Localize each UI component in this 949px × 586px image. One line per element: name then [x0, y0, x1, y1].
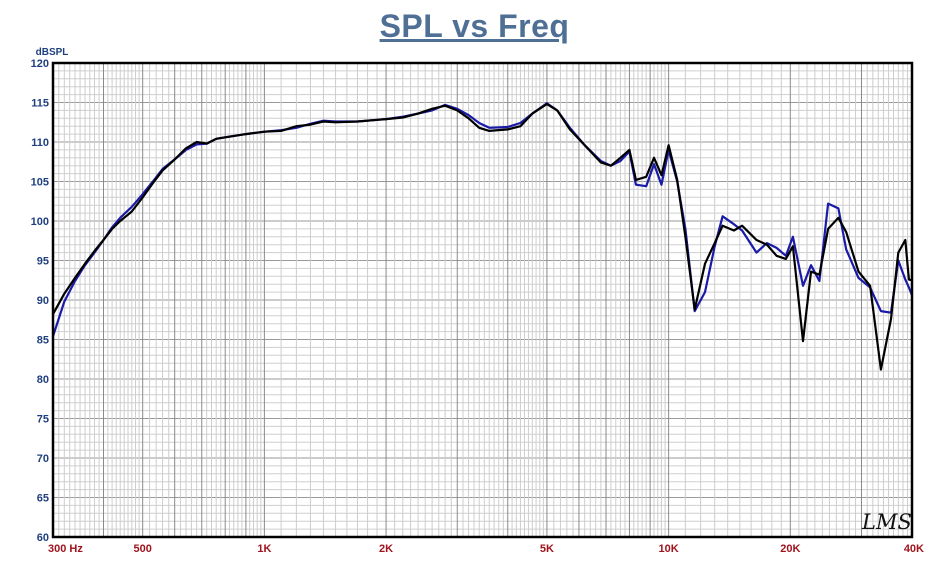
x-tick-label: 20K	[780, 543, 800, 555]
y-tick-label: 100	[31, 216, 49, 228]
x-tick-label: 1K	[257, 543, 271, 555]
chart-title: SPL vs Freq	[379, 8, 570, 44]
plot-frame	[51, 61, 914, 539]
black-series-line	[52, 103, 913, 371]
grid	[52, 62, 913, 538]
x-tick-label: 2K	[379, 543, 393, 555]
y-tick-label: 75	[37, 414, 49, 426]
y-tick-label: 85	[37, 335, 49, 347]
y-axis-ticks: 60 65 70 75 80 85 90 95 100 105 110 115 120	[31, 58, 49, 544]
y-tick-label: 90	[37, 295, 49, 307]
lms-logo: LMS	[861, 510, 912, 534]
y-tick-label: 70	[37, 453, 49, 465]
y-tick-label: 80	[37, 374, 49, 386]
y-tick-label: 60	[37, 532, 49, 544]
y-tick-label: 95	[37, 256, 49, 268]
y-tick-label: 110	[31, 137, 49, 149]
y-tick-label: 120	[31, 58, 49, 70]
y-axis-label: dBSPL	[36, 47, 69, 58]
blue-series-line	[51, 102, 914, 337]
x-tick-label: 500	[134, 543, 152, 555]
series-group	[51, 102, 914, 371]
x-axis-ticks: 300 Hz 500 1K 2K 5K 10K 20K 40K	[48, 543, 924, 555]
x-tick-label: 40K	[904, 543, 924, 555]
y-tick-label: 115	[31, 98, 49, 110]
x-tick-label: 5K	[540, 543, 554, 555]
y-tick-label: 105	[31, 177, 49, 189]
x-tick-label: 10K	[659, 543, 679, 555]
y-tick-label: 65	[37, 493, 49, 505]
x-tick-label: 300 Hz	[48, 543, 83, 555]
